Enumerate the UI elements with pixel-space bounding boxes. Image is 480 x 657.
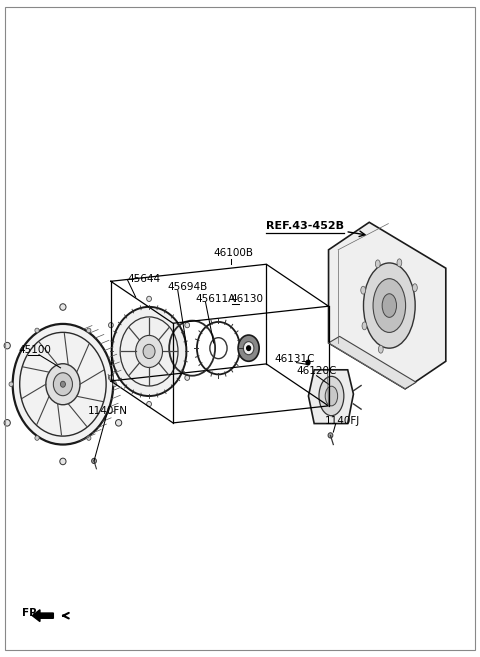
- Ellipse shape: [147, 296, 152, 302]
- Text: 1140FJ: 1140FJ: [325, 415, 360, 426]
- Ellipse shape: [112, 382, 117, 386]
- Ellipse shape: [397, 259, 402, 267]
- Text: 46100B: 46100B: [214, 248, 253, 258]
- Ellipse shape: [363, 263, 415, 348]
- FancyArrow shape: [32, 610, 53, 622]
- Ellipse shape: [375, 260, 380, 268]
- Ellipse shape: [116, 342, 122, 349]
- Ellipse shape: [60, 304, 66, 310]
- Ellipse shape: [12, 324, 113, 445]
- Polygon shape: [309, 370, 353, 424]
- Ellipse shape: [9, 382, 13, 386]
- Ellipse shape: [306, 360, 310, 365]
- Ellipse shape: [87, 436, 91, 440]
- Ellipse shape: [247, 346, 251, 350]
- Ellipse shape: [243, 342, 254, 355]
- Ellipse shape: [325, 386, 337, 406]
- Ellipse shape: [378, 346, 383, 353]
- Ellipse shape: [328, 433, 333, 438]
- Text: 1140FN: 1140FN: [88, 406, 128, 417]
- Text: 46131C: 46131C: [275, 354, 315, 364]
- Ellipse shape: [136, 335, 163, 367]
- Ellipse shape: [92, 459, 96, 464]
- Text: 45694B: 45694B: [167, 283, 207, 292]
- Ellipse shape: [185, 323, 190, 328]
- Ellipse shape: [373, 279, 406, 332]
- Ellipse shape: [4, 420, 10, 426]
- Ellipse shape: [147, 401, 152, 407]
- Text: REF.43-452B: REF.43-452B: [266, 221, 344, 231]
- Ellipse shape: [112, 307, 186, 396]
- Ellipse shape: [35, 436, 39, 440]
- Polygon shape: [328, 336, 416, 389]
- Ellipse shape: [238, 335, 259, 361]
- Polygon shape: [328, 222, 446, 389]
- Ellipse shape: [4, 342, 10, 349]
- Ellipse shape: [412, 284, 417, 292]
- Text: 45611A: 45611A: [195, 294, 236, 304]
- Text: 46120C: 46120C: [297, 367, 337, 376]
- Ellipse shape: [108, 323, 113, 328]
- Ellipse shape: [87, 328, 91, 332]
- Text: 45644: 45644: [128, 274, 161, 284]
- Ellipse shape: [143, 344, 155, 359]
- Text: 46130: 46130: [230, 294, 264, 304]
- Ellipse shape: [60, 381, 65, 387]
- Text: 45100: 45100: [19, 345, 52, 355]
- Ellipse shape: [46, 364, 80, 405]
- Ellipse shape: [185, 375, 190, 380]
- Text: FR.: FR.: [22, 608, 42, 618]
- Ellipse shape: [382, 294, 396, 317]
- Ellipse shape: [60, 458, 66, 464]
- Ellipse shape: [361, 286, 366, 294]
- Ellipse shape: [108, 375, 113, 380]
- Ellipse shape: [35, 328, 39, 332]
- Ellipse shape: [319, 376, 344, 416]
- Ellipse shape: [53, 373, 72, 396]
- Ellipse shape: [362, 322, 367, 330]
- Ellipse shape: [116, 420, 122, 426]
